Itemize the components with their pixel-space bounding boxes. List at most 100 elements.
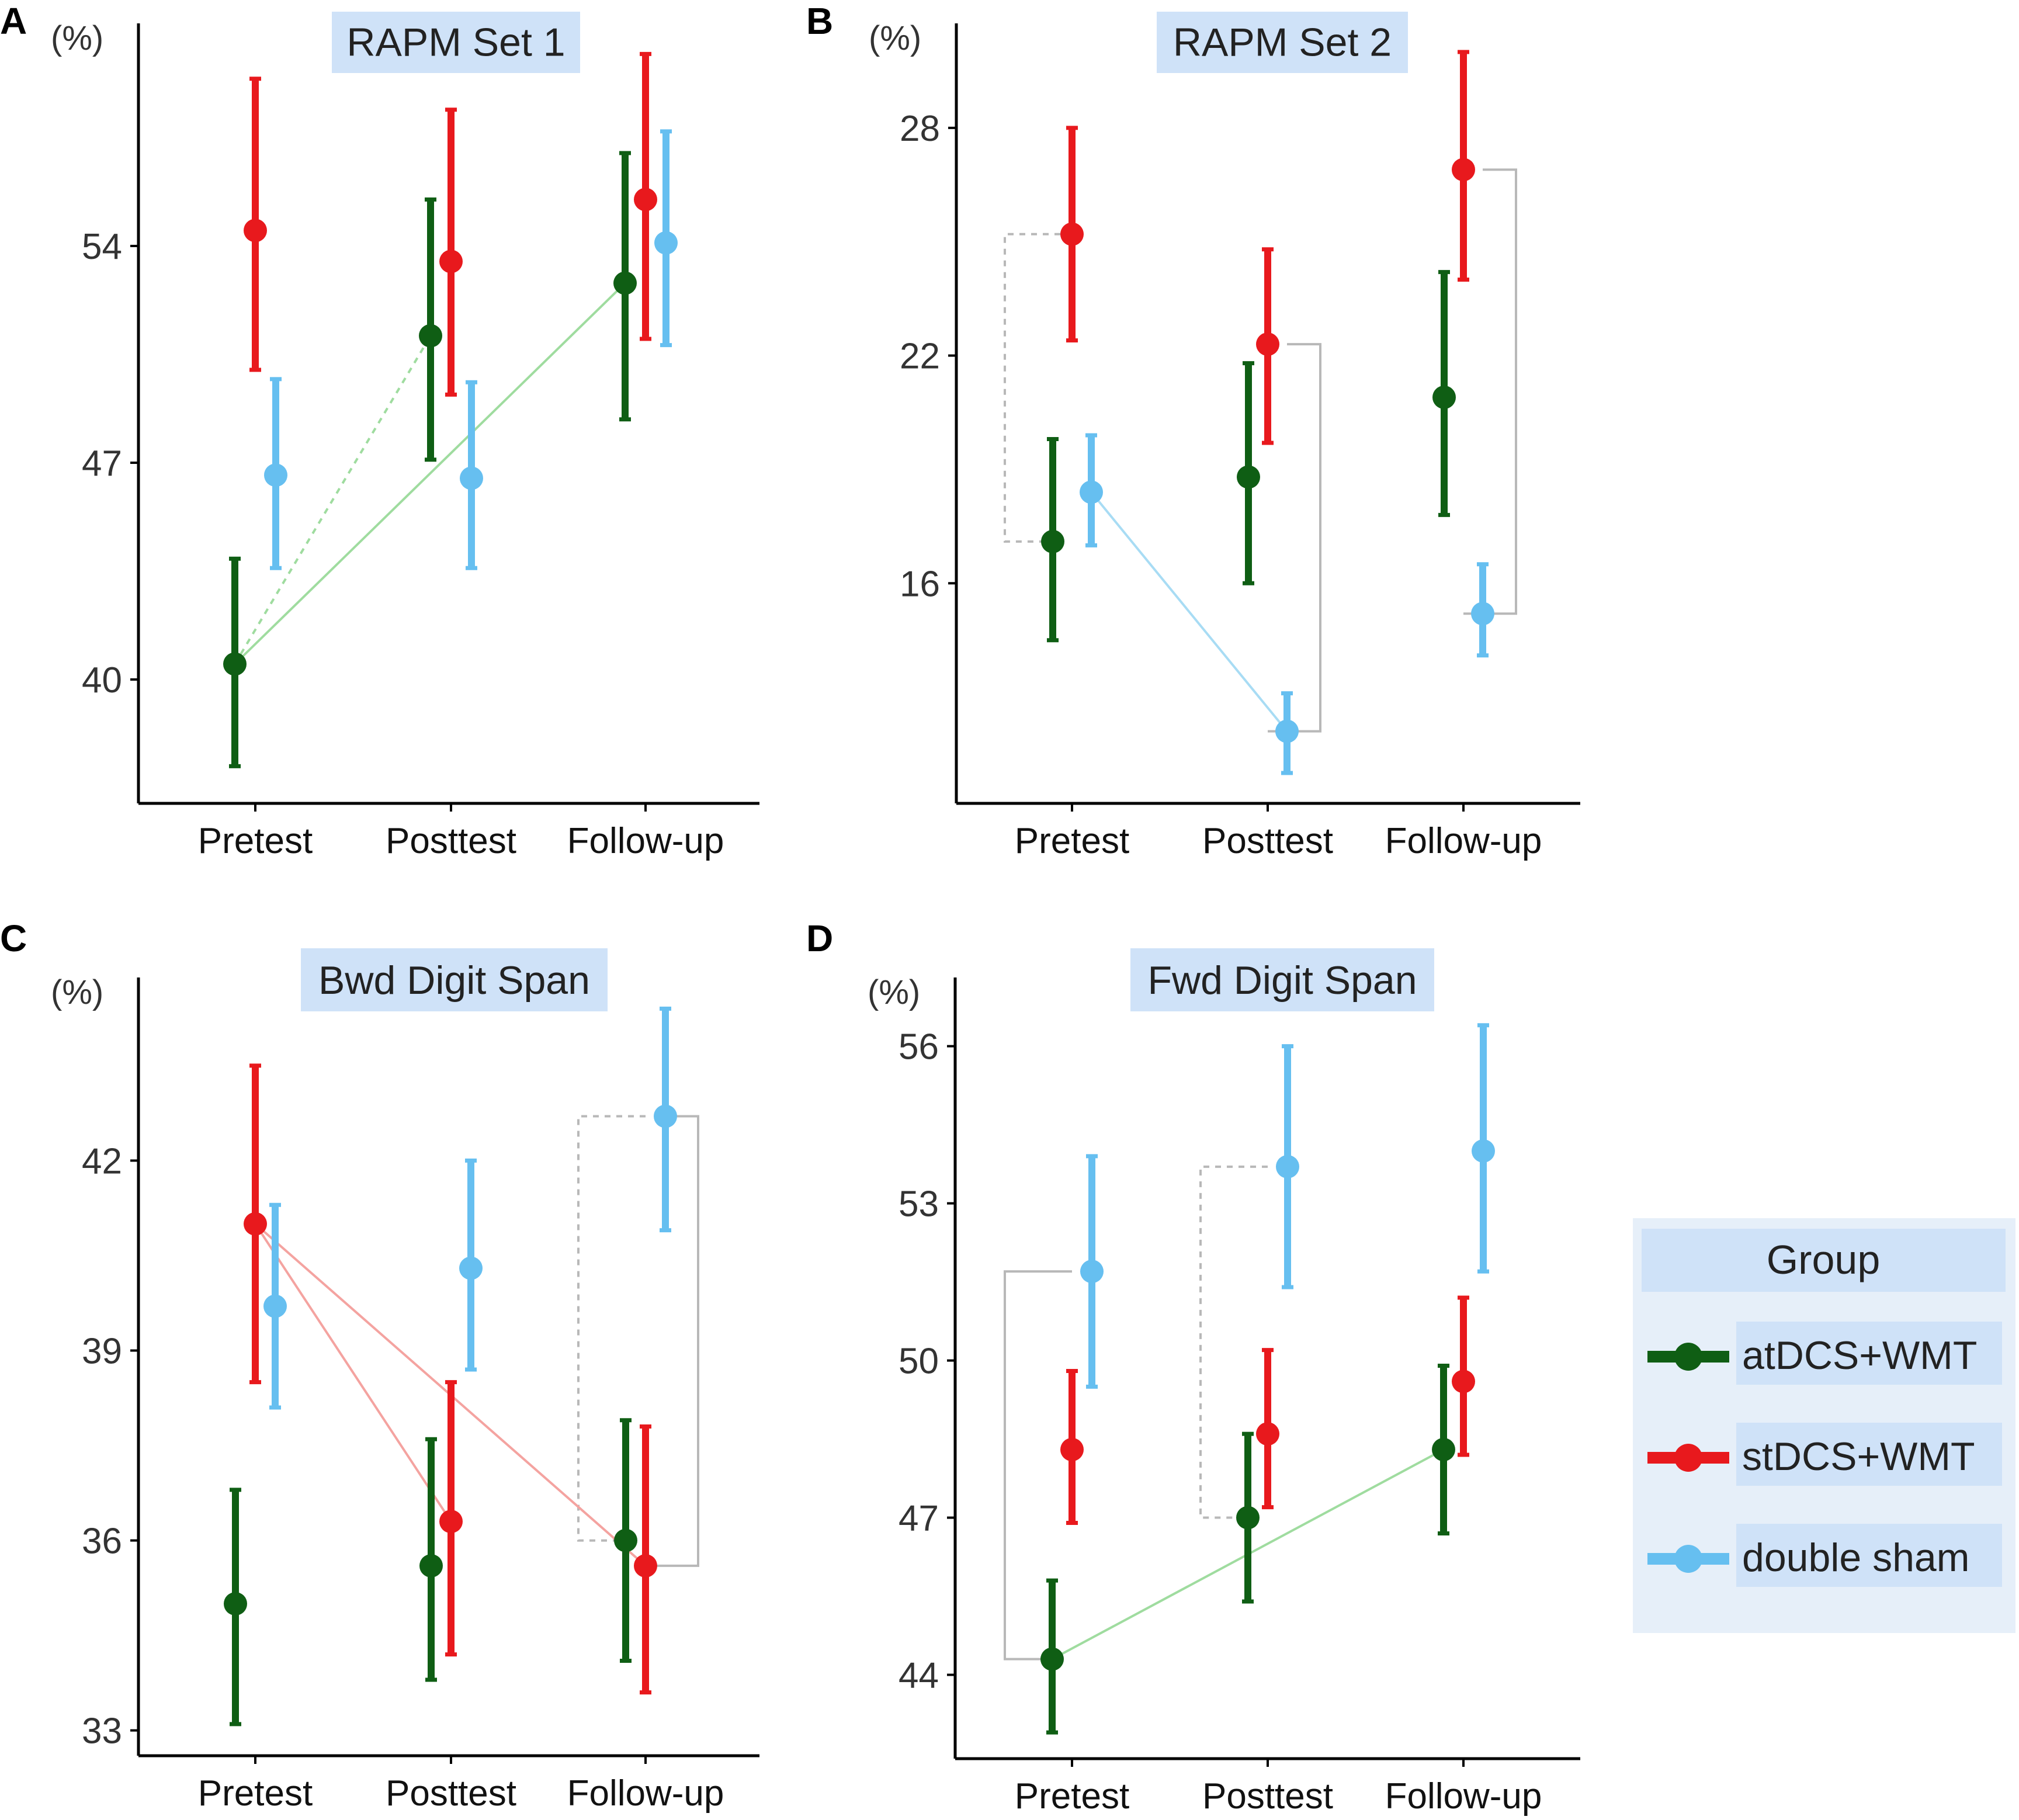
mean-point-stdcs [1452,1370,1475,1393]
legend-item-stdcs: stDCS+WMT [1647,1423,2002,1486]
y-tick-label: 40 [82,660,122,701]
mean-point-stdcs [1060,222,1084,246]
panel-d: D Fwd Digit Span (%) 44 47 50 53 56 Pretest Postt… [806,917,1580,1816]
legend-label: stDCS+WMT [1742,1434,1975,1479]
y-tick-label: 39 [82,1331,122,1371]
comparison-bracket [1004,1270,1072,1660]
chart-title-background [301,948,608,1011]
panel-letter: A [0,0,27,42]
mean-point-sham [1080,1260,1104,1284]
chart-title-background [1130,948,1434,1011]
significance-link [1090,491,1288,732]
comparison-bracket [577,1115,646,1542]
mean-point-sham [460,466,483,490]
x-tick-label: Posttest [1202,1776,1333,1816]
chart-title: Fwd Digit Span [1147,958,1417,1003]
chart-title: RAPM Set 2 [1173,20,1392,65]
mean-point-atdcs [419,324,442,348]
y-tick-label: 53 [899,1184,939,1225]
x-tick-label: Pretest [1015,821,1129,861]
x-tick-label: Follow-up [1385,1776,1542,1816]
x-tick-label: Follow-up [1385,821,1542,861]
legend: Group atDCS+WMT stDCS+WMT double sham [1633,1218,2015,1633]
y-tick-label: 42 [82,1141,122,1181]
mean-point-sham [1275,719,1299,743]
mean-point-stdcs [1256,1422,1279,1446]
legend-swatch-dot [1674,1444,1702,1472]
significance-link [234,335,432,665]
y-tick-label: 16 [900,564,940,604]
mean-point-sham [1471,602,1494,626]
mean-point-sham [264,463,287,487]
legend-item-double-sham: double sham [1647,1524,2002,1587]
mean-point-sham [1276,1155,1299,1178]
y-tick-label: 56 [899,1027,939,1067]
legend-title-background [1642,1229,2006,1292]
y-axis-unit: (%) [51,973,103,1011]
x-tick-label: Follow-up [567,1773,724,1814]
y-axis-unit: (%) [868,973,920,1011]
significance-link [254,1223,452,1523]
significance-link [234,282,626,665]
mean-point-sham [654,1104,677,1128]
mean-point-sham [263,1294,287,1318]
panel-b: B RAPM Set 2 (%) 16 22 28 Pretest Posttest Follo… [806,0,1580,861]
mean-point-atdcs [613,271,637,295]
y-tick-label: 22 [900,337,940,377]
mean-point-stdcs [1256,332,1279,356]
mean-point-atdcs [1040,1647,1064,1671]
x-tick-label: Pretest [198,1773,313,1814]
mean-point-sham [1080,480,1103,504]
y-tick-label: 50 [899,1341,939,1382]
comparison-bracket [1004,233,1072,543]
x-tick-label: Posttest [386,1773,516,1814]
x-tick-label: Posttest [386,821,516,861]
legend-label-background [1736,1322,2002,1385]
comparison-bracket [1199,1165,1268,1519]
mean-point-sham [1472,1139,1495,1163]
panel-letter: D [806,917,833,959]
comparison-bracket [1268,343,1321,733]
legend-swatch-dot [1674,1545,1702,1573]
mean-point-atdcs [1041,529,1064,553]
x-tick-label: Pretest [1015,1776,1129,1816]
chart-title-background [1157,12,1408,73]
comparison-bracket [1463,168,1517,615]
mean-point-stdcs [244,1212,267,1236]
mean-point-atdcs [1432,1437,1455,1461]
y-tick-label: 47 [899,1499,939,1539]
mean-point-atdcs [1236,1506,1260,1530]
legend-label-background [1736,1524,2002,1587]
panel-letter: B [806,0,833,42]
panel-letter: C [0,917,27,959]
mean-point-atdcs [614,1528,637,1552]
mean-point-atdcs [1237,465,1260,489]
y-tick-label: 44 [899,1656,939,1696]
mean-point-atdcs [223,652,247,676]
y-tick-label: 28 [900,109,940,149]
y-tick-label: 36 [82,1521,122,1562]
mean-point-stdcs [634,188,657,212]
chart-title: Bwd Digit Span [318,958,590,1003]
mean-point-stdcs [244,219,267,242]
chart-title: RAPM Set 1 [346,20,565,65]
mean-point-stdcs [634,1554,657,1578]
legend-title: Group [1767,1237,1881,1282]
mean-point-atdcs [419,1554,443,1578]
x-tick-label: Follow-up [567,821,724,861]
comparison-bracket [646,1115,699,1567]
mean-point-stdcs [1060,1437,1084,1461]
x-tick-label: Pretest [198,821,313,861]
legend-label: atDCS+WMT [1742,1333,1977,1378]
mean-point-atdcs [1432,386,1456,410]
mean-point-sham [459,1256,483,1280]
legend-swatch-dot [1674,1343,1702,1371]
legend-label-background [1736,1423,2002,1486]
panel-a: A RAPM Set 1 (%) 40 47 54 Pretest Posttest Follo… [0,0,759,861]
mean-point-sham [654,231,678,255]
legend-item-atdcs: atDCS+WMT [1647,1322,2002,1385]
mean-point-stdcs [439,249,463,273]
mean-point-stdcs [1452,158,1475,182]
mean-point-atdcs [224,1592,247,1616]
